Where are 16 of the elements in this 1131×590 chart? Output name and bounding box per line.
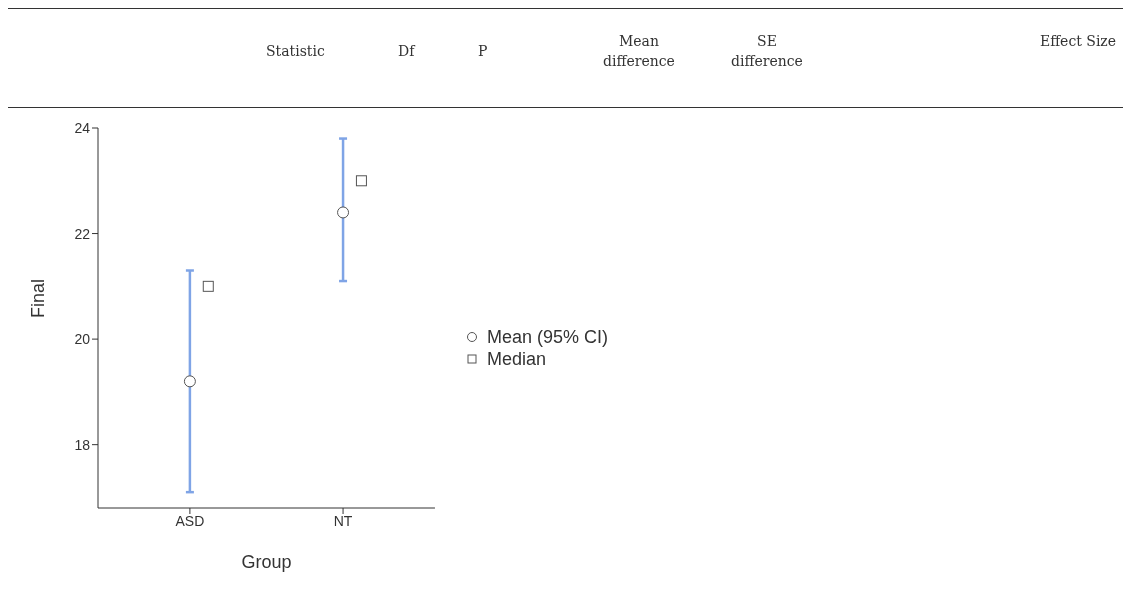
text: Mean difference xyxy=(602,32,676,71)
y-tick-label: 22 xyxy=(74,225,91,242)
x-tick-label: NT xyxy=(333,512,353,529)
x-tick-label: ASD xyxy=(175,512,205,529)
legend-label: Median xyxy=(486,348,546,370)
text: SE difference xyxy=(730,32,804,71)
y-tick-label: 24 xyxy=(74,119,91,136)
text: Df xyxy=(398,42,415,61)
y-axis-title: Final xyxy=(28,278,49,318)
legend-label: Mean (95% CI) xyxy=(486,326,608,348)
x-axis-title: Group xyxy=(241,552,292,572)
y-tick-label: 18 xyxy=(74,436,91,453)
text: Statistic xyxy=(266,42,325,61)
text: Effect Size xyxy=(1038,32,1118,51)
text: P xyxy=(478,42,488,61)
y-tick-label: 20 xyxy=(74,331,91,348)
